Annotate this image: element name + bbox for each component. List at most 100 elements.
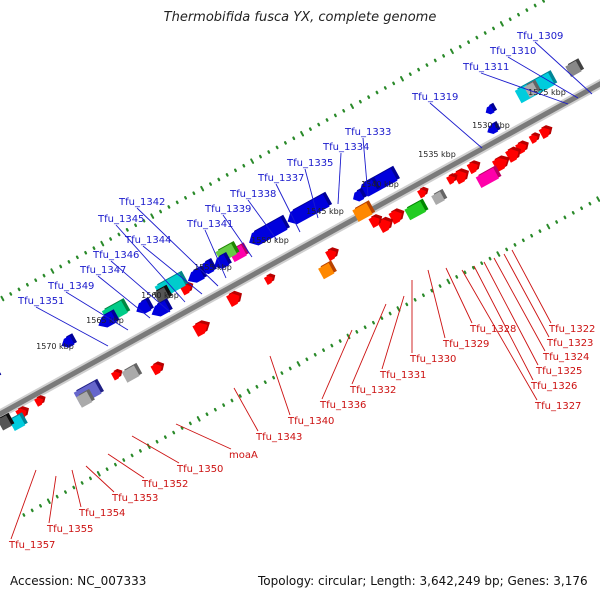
reverse-gene-labels: Tfu_1322 Tfu_1323 Tfu_1324 Tfu_1325 Tfu_1326… <box>8 249 595 551</box>
reverse-gene-label: Tfu_1324 <box>542 352 589 363</box>
tick-dot <box>0 295 5 302</box>
forward-gene-label: Tfu_1333 <box>344 127 391 138</box>
forward-gene <box>353 187 367 202</box>
tick-dot <box>367 95 371 99</box>
reverse-gene-face <box>528 134 538 144</box>
tick-dot <box>105 467 109 471</box>
forward-gene-face <box>61 335 75 348</box>
leader-line <box>269 355 291 416</box>
accession-text: Accession: NC_007333 <box>10 574 147 588</box>
leader-line <box>483 261 539 366</box>
tick-dot <box>322 348 326 352</box>
kbp-marker: 1560 kbp <box>141 291 179 300</box>
reverse-gene-label: Tfu_1350 <box>176 464 223 475</box>
tick-dot <box>467 40 471 44</box>
tick-dot <box>417 67 421 72</box>
tick-dot <box>513 243 517 247</box>
kbp-marker: 1535 kbp <box>418 150 456 159</box>
tick-dot <box>22 513 26 517</box>
tick-dot <box>505 247 509 252</box>
reverse-genes <box>0 125 553 431</box>
tick-dot <box>392 81 396 86</box>
tick-dot <box>396 306 401 312</box>
forward-gene-label: Tfu_1346 <box>92 250 139 261</box>
reverse-gene-face <box>263 275 273 285</box>
kbp-marker: 1525 kbp <box>528 88 566 97</box>
reverse-gene <box>388 208 405 225</box>
forward-gene-label: Tfu_1347 <box>79 265 126 276</box>
tick-dot <box>413 298 417 302</box>
leader-line <box>534 41 593 95</box>
tick-dot <box>272 375 276 380</box>
reverse-gene <box>34 395 46 407</box>
leader-line <box>351 303 387 385</box>
reverse-gene-label: Tfu_1328 <box>469 324 516 335</box>
tick-dot <box>225 173 229 177</box>
reverse-gene <box>192 320 210 337</box>
tick-dot <box>59 264 63 269</box>
forward-gene-label: Tfu_1344 <box>124 235 171 246</box>
tick-dot <box>571 211 575 215</box>
leader-line <box>445 267 473 324</box>
tick-dot <box>230 398 234 403</box>
reverse-gene-face <box>34 397 44 407</box>
reverse-gene <box>453 168 469 185</box>
forward-gene-label: Tfu_1337 <box>257 173 304 184</box>
genome-summary: Topology: circular; Length: 3,642,249 bp… <box>258 574 588 588</box>
reverse-gene-face <box>192 322 208 337</box>
tick-dot <box>383 86 387 90</box>
tick-dot <box>55 494 59 499</box>
reverse-gene-label: moaA <box>229 450 258 461</box>
reverse-gene-face <box>111 371 120 381</box>
forward-gene-label: Tfu_1338 <box>229 189 276 200</box>
leader-line <box>142 245 203 295</box>
tick-dot <box>275 145 279 150</box>
tick-dot <box>130 453 134 458</box>
leader-line <box>233 387 259 432</box>
tick-dot <box>184 196 188 200</box>
leader-line <box>321 329 353 400</box>
forward-gene-face <box>485 105 495 115</box>
kbp-scale: 1525 kbp 1530 kbp 1535 kbp 1540 kbp 1545 kbp… <box>36 88 566 351</box>
reverse-gene-face <box>453 170 467 185</box>
reverse-gene-label: Tfu_1330 <box>409 354 456 365</box>
tick-dot <box>333 113 337 118</box>
tick-dot <box>442 54 446 58</box>
tick-dot <box>50 268 55 274</box>
reverse-gene <box>404 198 429 221</box>
tick-dot <box>192 191 196 196</box>
tick-dot <box>196 416 201 422</box>
forward-gene-face <box>249 217 288 246</box>
tick-dot <box>521 238 525 243</box>
leader-line <box>381 295 405 370</box>
reverse-gene-face <box>417 189 427 199</box>
reverse-gene-label: Tfu_1325 <box>535 366 582 377</box>
tick-dot <box>84 250 88 255</box>
leader-line <box>337 152 342 205</box>
tick-dot <box>134 223 138 228</box>
reverse-gene-face <box>492 157 508 173</box>
forward-gene <box>352 200 376 222</box>
tick-dot <box>263 380 267 385</box>
tick-dot <box>125 228 129 232</box>
tick-dot <box>375 90 379 95</box>
tick-dot <box>25 282 29 287</box>
leader-line <box>507 56 579 99</box>
tick-dot <box>180 426 184 430</box>
tick-dot <box>530 233 534 238</box>
forward-gene <box>98 309 120 328</box>
forward-genes <box>0 58 585 376</box>
leader-line <box>275 183 301 233</box>
kbp-marker: 1545 kbp <box>306 207 344 216</box>
reverse-gene-face <box>446 175 456 185</box>
backbone-line <box>0 81 600 417</box>
tick-dot <box>538 229 542 233</box>
tick-dot <box>250 158 255 164</box>
tick-dot <box>380 316 384 320</box>
forward-gene-label: Tfu_1339 <box>204 204 251 215</box>
tick-dot <box>296 361 301 367</box>
forward-gene <box>485 102 498 115</box>
forward-gene <box>249 214 290 246</box>
tick-dot <box>363 325 367 330</box>
reverse-gene <box>368 214 383 228</box>
